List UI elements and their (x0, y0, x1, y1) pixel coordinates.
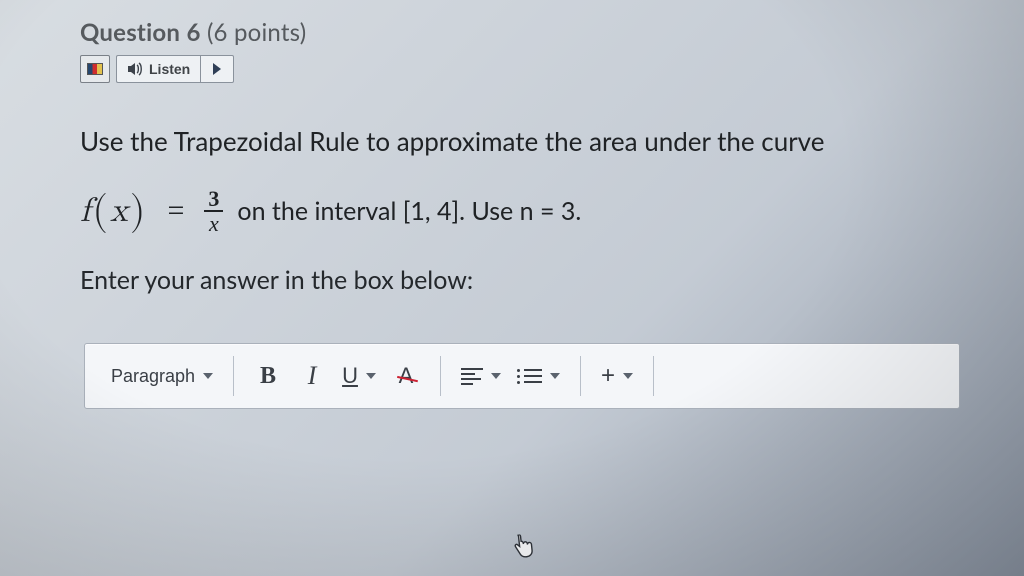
separator (440, 356, 441, 396)
strike-label: A (399, 363, 414, 389)
play-button[interactable] (200, 55, 234, 83)
function-notation: f ( x ) (80, 191, 147, 232)
listen-label: Listen (149, 61, 190, 77)
plus-icon: + (601, 362, 615, 390)
chevron-down-icon (491, 373, 501, 379)
bold-button[interactable]: B (246, 354, 290, 398)
editor-toolbar: Paragraph B I U A (85, 344, 959, 408)
answer-editor: Paragraph B I U A (84, 343, 960, 409)
enter-prompt: Enter your answer in the box below: (80, 265, 964, 295)
question-header: Question 6 (6 points) (80, 18, 964, 47)
question-number: 6 (186, 18, 200, 47)
text-color-button[interactable]: A (384, 354, 428, 398)
math-expression: f ( x ) = 3 x on the interval [1, 4]. Us… (80, 187, 964, 235)
italic-label: I (308, 361, 317, 391)
list-button[interactable] (509, 354, 568, 398)
problem-intro: Use the Trapezoidal Rule to approximate … (80, 121, 964, 161)
lparen: ( (90, 191, 110, 231)
fn-var: x (110, 191, 128, 232)
fraction: 3 x (204, 187, 223, 235)
listen-row: Listen (80, 55, 964, 83)
bold-label: B (260, 363, 276, 390)
fraction-num: 3 (204, 187, 223, 212)
equals-sign: = (161, 194, 190, 228)
speaker-icon (127, 62, 143, 76)
underline-label: U (342, 363, 358, 389)
italic-button[interactable]: I (290, 354, 334, 398)
format-dropdown[interactable]: Paragraph (103, 354, 221, 398)
align-button[interactable] (453, 354, 509, 398)
fraction-den: x (205, 212, 223, 235)
align-icon (461, 368, 483, 385)
question-word: Question (80, 18, 180, 47)
format-label: Paragraph (111, 366, 195, 387)
flag-icon (87, 63, 103, 75)
chevron-down-icon (203, 373, 213, 379)
separator (233, 356, 234, 396)
play-icon (213, 63, 221, 75)
chevron-down-icon (623, 373, 633, 379)
list-icon (517, 369, 542, 384)
rparen: ) (128, 191, 148, 231)
fn-f: f (80, 191, 90, 232)
separator (653, 356, 654, 396)
underline-button[interactable]: U (334, 354, 384, 398)
insert-button[interactable]: + (593, 354, 641, 398)
chevron-down-icon (366, 373, 376, 379)
chevron-down-icon (550, 373, 560, 379)
flag-button[interactable] (80, 55, 110, 83)
interval-text: on the interval [1, 4]. Use n = 3. (237, 196, 581, 226)
question-points: (6 points) (207, 18, 306, 47)
listen-button[interactable]: Listen (116, 55, 200, 83)
separator (580, 356, 581, 396)
cursor-icon (510, 533, 537, 567)
